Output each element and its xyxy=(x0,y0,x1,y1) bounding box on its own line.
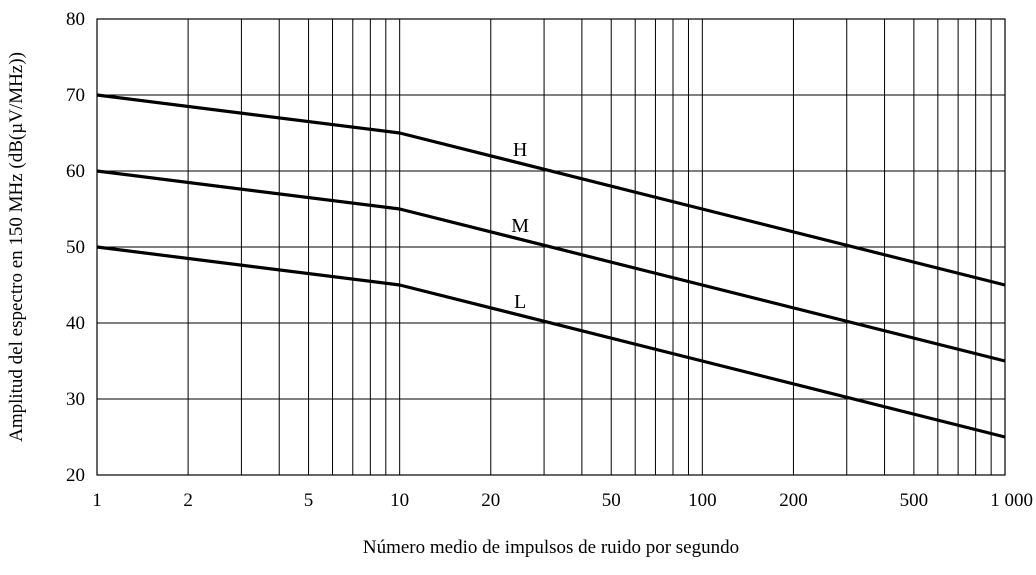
x-tick-label: 200 xyxy=(779,490,808,511)
y-axis-title: Amplitud del espectro en 150 MHz (dB(µV/… xyxy=(6,52,27,442)
y-tick-labels: 20 30 40 50 60 70 80 xyxy=(66,9,85,486)
series-line-H xyxy=(96,93,1006,287)
x-tick-labels: 1 2 5 10 20 50 100 200 500 1 000 xyxy=(92,490,1033,511)
x-tick-label: 5 xyxy=(304,490,314,511)
series-label-L: L xyxy=(514,291,526,313)
series-lines xyxy=(96,93,1006,439)
y-tick-label: 50 xyxy=(66,237,85,258)
series-labels: H M L xyxy=(511,139,529,313)
y-tick-label: 30 xyxy=(66,389,85,410)
x-tick-label: 2 xyxy=(183,490,193,511)
y-tick-label: 80 xyxy=(66,9,85,30)
x-tick-label: 50 xyxy=(602,490,621,511)
x-tick-label: 100 xyxy=(688,490,717,511)
series-line-L xyxy=(96,245,1006,439)
x-tick-label: 500 xyxy=(900,490,929,511)
series-line-M xyxy=(96,169,1006,363)
y-tick-label: 60 xyxy=(66,161,85,182)
y-tick-label: 40 xyxy=(66,313,85,334)
x-tick-label: 1 000 xyxy=(990,490,1033,511)
series-label-H: H xyxy=(513,139,527,161)
y-tick-label: 20 xyxy=(66,465,85,486)
plot-frame xyxy=(96,18,1006,476)
x-tick-label: 10 xyxy=(390,490,409,511)
x-tick-label: 20 xyxy=(481,490,500,511)
series-label-M: M xyxy=(511,215,529,237)
x-axis-title: Número medio de impulsos de ruido por se… xyxy=(363,537,739,558)
x-tick-label: 1 xyxy=(92,490,102,511)
y-tick-label: 70 xyxy=(66,85,85,106)
